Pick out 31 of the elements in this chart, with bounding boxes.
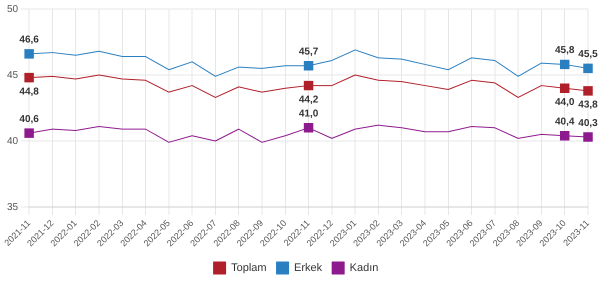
data-label: 41,0: [298, 108, 319, 120]
data-label: 44,8: [19, 86, 40, 98]
point: [304, 80, 314, 90]
point: [560, 83, 570, 93]
data-label: 46,6: [19, 34, 40, 46]
data-label: 45,8: [554, 45, 575, 56]
legend-label: Kadın: [350, 262, 378, 274]
point: [24, 128, 34, 138]
data-label: 44,0: [554, 96, 575, 108]
point: [304, 61, 314, 71]
point: [560, 130, 570, 140]
data-label: 43,8: [578, 100, 598, 111]
point: [583, 64, 593, 74]
y-tick-label: 45: [7, 70, 19, 81]
point: [24, 72, 34, 82]
point: [304, 123, 314, 133]
point: [560, 60, 570, 70]
data-label: 40,6: [19, 114, 40, 125]
y-tick-label: 40: [7, 136, 19, 147]
data-label: 45,5: [578, 49, 598, 60]
legend-label: Toplam: [231, 262, 267, 274]
data-label: 45,7: [298, 46, 319, 58]
y-tick-label: 50: [7, 4, 19, 15]
point: [583, 132, 593, 142]
y-tick-label: 35: [7, 202, 19, 213]
point: [583, 86, 593, 96]
data-label: 40,4: [554, 116, 575, 128]
point: [24, 49, 34, 59]
data-label: 44,2: [298, 94, 319, 106]
data-label: 40,3: [578, 118, 598, 129]
legend-label: Erkek: [294, 262, 323, 274]
